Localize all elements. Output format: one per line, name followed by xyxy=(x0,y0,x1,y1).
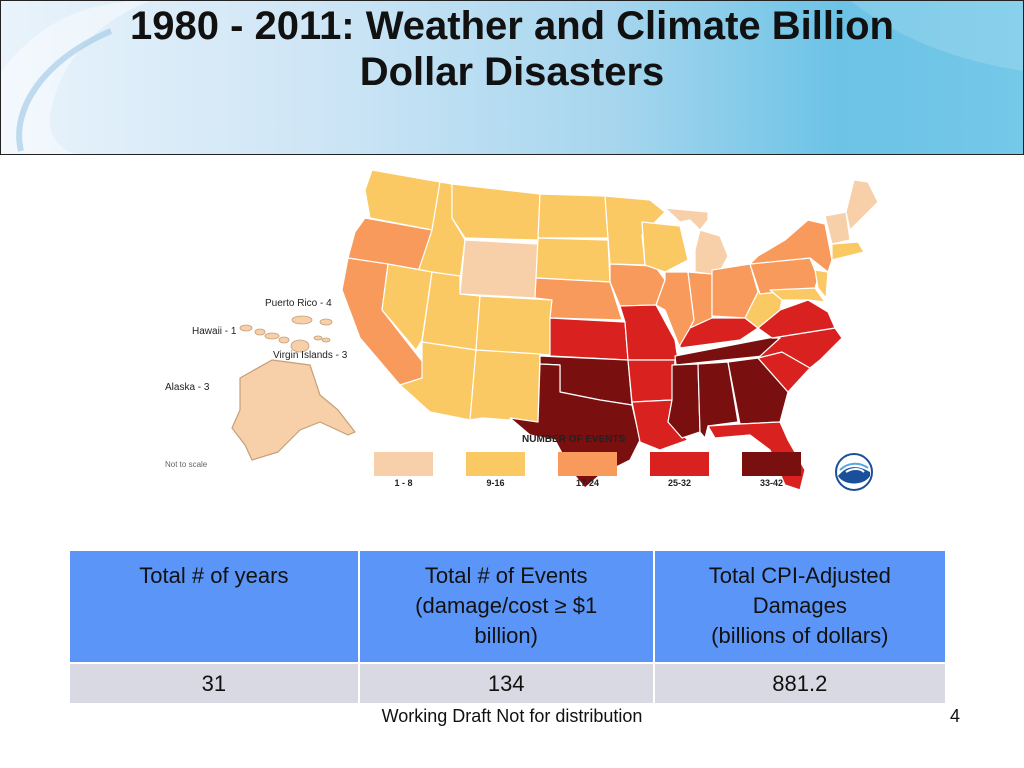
state-wi xyxy=(641,221,689,273)
legend-swatch-1 xyxy=(374,452,433,476)
label-puerto-rico: Puerto Rico - 4 xyxy=(265,298,332,309)
state-sd xyxy=(535,237,611,283)
state-ms xyxy=(667,363,701,439)
label-virgin-islands: Virgin Islands - 3 xyxy=(273,350,348,361)
legend-label-3: 17-24 xyxy=(575,478,600,488)
legend-title: NUMBER OF EVENTS xyxy=(522,434,626,445)
header-line: (damage/cost ≥ $1 xyxy=(415,593,598,618)
state-nc xyxy=(757,327,843,369)
title-line-2: Dollar Disasters xyxy=(359,50,665,94)
header-total-events: Total # of Events (damage/cost ≥ $1 bill… xyxy=(357,549,655,664)
page-number: 4 xyxy=(950,706,961,726)
state-hi xyxy=(239,324,310,353)
state-ia xyxy=(609,263,666,307)
slide-title: 1980 - 2011: Weather and Climate Billion… xyxy=(1,3,1023,95)
state-ma-ct-ri xyxy=(831,241,865,261)
value-total-years: 31 xyxy=(68,662,360,705)
header-line: Total CPI-Adjusted xyxy=(708,563,891,588)
header-line: Total # of Events xyxy=(424,563,588,588)
state-ks xyxy=(549,317,629,361)
state-mt xyxy=(451,183,541,241)
noaa-swoosh-watermark xyxy=(1,1,1023,154)
state-ak xyxy=(231,359,356,461)
table-header-row: Total # of years Total # of Events (dama… xyxy=(68,549,948,664)
state-md-de xyxy=(769,287,826,303)
state-wy xyxy=(459,239,539,299)
legend-swatch-5 xyxy=(742,452,801,476)
us-map-graphic xyxy=(231,169,879,490)
footer-text: Working Draft Not for distribution xyxy=(381,706,643,726)
header-line: (billions of dollars) xyxy=(711,623,889,648)
legend-label-5: 33-42 xyxy=(759,478,784,488)
state-ga xyxy=(727,357,789,425)
state-nj xyxy=(814,269,829,299)
header-total-damages: Total CPI-Adjusted Damages (billions of … xyxy=(652,549,948,664)
noaa-logo-icon xyxy=(835,453,873,491)
legend-swatch-2 xyxy=(466,452,525,476)
legend-label-4: 25-32 xyxy=(667,478,692,488)
legend-label-2: 9-16 xyxy=(486,478,505,488)
state-ar xyxy=(627,359,676,403)
legend-swatch-3 xyxy=(558,452,617,476)
header-line: Damages xyxy=(752,593,847,618)
state-nd xyxy=(537,193,609,239)
value-total-damages: 881.2 xyxy=(652,662,948,705)
table-row: 31 134 881.2 xyxy=(68,662,948,705)
territory-vi xyxy=(313,335,331,343)
state-nv xyxy=(381,263,433,351)
label-alaska: Alaska - 3 xyxy=(165,382,210,393)
title-banner: 1980 - 2011: Weather and Climate Billion… xyxy=(0,0,1024,155)
state-vt-nh xyxy=(824,211,851,245)
title-line-1: 1980 - 2011: Weather and Climate Billion xyxy=(130,4,894,48)
value-total-events: 134 xyxy=(357,662,655,705)
header-line: billion) xyxy=(474,623,538,648)
header-total-years: Total # of years xyxy=(68,549,360,664)
us-choropleth-map: Puerto Rico - 4 Hawaii - 1 Virgin Island… xyxy=(160,160,880,491)
label-hawaii: Hawaii - 1 xyxy=(192,326,237,337)
legend-swatch-4 xyxy=(650,452,709,476)
territory-pr xyxy=(291,315,333,326)
not-to-scale-note: Not to scale xyxy=(165,460,208,469)
summary-table: Total # of years Total # of Events (dama… xyxy=(68,549,948,705)
state-co xyxy=(475,295,553,356)
legend-label-1: 1 - 8 xyxy=(394,478,413,488)
state-nm xyxy=(469,349,541,423)
header-line: Total # of years xyxy=(139,563,289,588)
state-me xyxy=(845,179,879,231)
